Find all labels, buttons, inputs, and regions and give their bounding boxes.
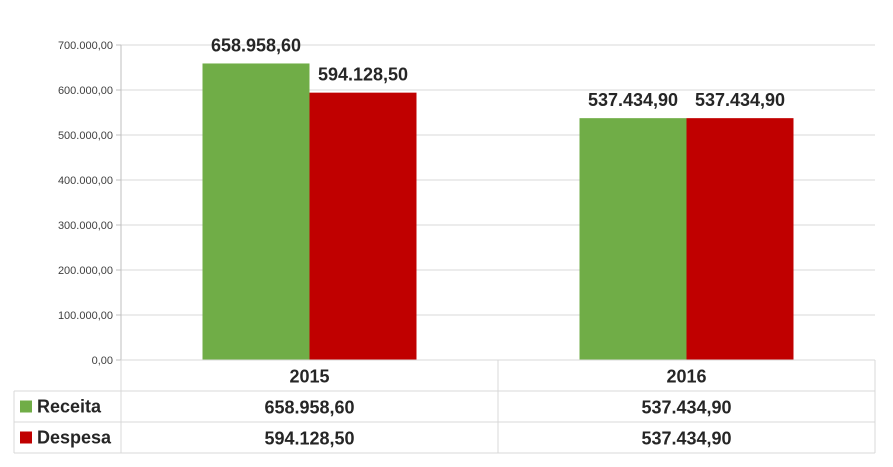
table-cell: 537.434,90	[641, 429, 731, 449]
data-label: 537.434,90	[695, 90, 785, 110]
y-tick-label: 500.000,00	[58, 130, 113, 142]
y-tick-label: 400.000,00	[58, 175, 113, 187]
x-tick-label: 2016	[666, 367, 706, 387]
legend-label: Despesa	[37, 428, 112, 448]
y-tick-label: 0,00	[92, 355, 113, 367]
bar-despesa-2016	[686, 118, 794, 360]
data-table: 2015 2016 Receita 658.958,60 537.434,90 Despe…	[13, 359, 876, 454]
table-cell: 537.434,90	[641, 398, 731, 418]
legend-label: Receita	[37, 397, 102, 417]
y-tick-label: 700.000,00	[58, 40, 113, 52]
y-tick-label: 200.000,00	[58, 265, 113, 277]
table-cell: 658.958,60	[264, 398, 354, 418]
data-label: 594.128,50	[318, 65, 408, 85]
y-tick-label: 100.000,00	[58, 310, 113, 322]
data-labels: 658.958,60 594.128,50 537.434,90 537.434,90	[211, 35, 785, 110]
y-tick-label: 600.000,00	[58, 85, 113, 97]
legend-swatch	[20, 431, 32, 444]
y-axis-ticks: 0,00 100.000,00 200.000,00 300.000,00 400.00…	[58, 40, 122, 367]
bar-receita-2015	[202, 63, 310, 361]
data-label: 537.434,90	[588, 90, 678, 110]
data-label: 658.958,60	[211, 35, 301, 55]
x-tick-label: 2015	[289, 367, 329, 387]
bar-receita-2016	[579, 118, 687, 360]
legend-swatch	[20, 400, 32, 413]
bar-despesa-2015	[309, 92, 417, 360]
bars	[202, 63, 794, 361]
y-tick-label: 300.000,00	[58, 220, 113, 232]
table-cell: 594.128,50	[264, 429, 354, 449]
